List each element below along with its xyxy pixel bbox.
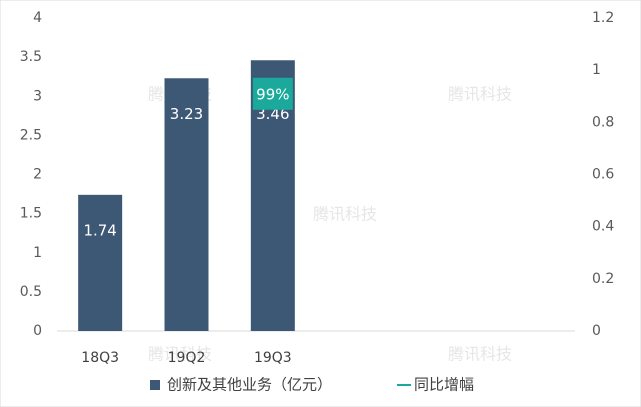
y2-tick-label: 0.2 bbox=[592, 271, 614, 287]
bar-value-label: 1.74 bbox=[83, 221, 116, 239]
bar-value-label: 3.23 bbox=[170, 105, 203, 123]
bar bbox=[164, 78, 209, 331]
y2-tick-label: 0.4 bbox=[592, 219, 614, 235]
x-tick-label: 19Q2 bbox=[168, 350, 206, 366]
bar bbox=[78, 194, 123, 331]
y-tick-label: 0 bbox=[33, 323, 42, 339]
y2-tick-label: 0.8 bbox=[592, 114, 614, 130]
y-tick-label: 2 bbox=[33, 167, 42, 183]
watermark: 腾讯科技 bbox=[148, 345, 212, 364]
y-tick-label: 1.5 bbox=[20, 206, 42, 222]
y-tick-label: 3 bbox=[33, 88, 42, 104]
y2-tick-label: 0.6 bbox=[592, 167, 614, 183]
y-tick-label: 4 bbox=[33, 10, 42, 26]
legend-label: 创新及其他业务（亿元） bbox=[167, 376, 332, 394]
y2-tick-label: 1 bbox=[592, 62, 601, 78]
legend-swatch bbox=[150, 380, 160, 390]
watermark: 腾讯科技 bbox=[313, 205, 377, 224]
y-tick-label: 3.5 bbox=[20, 49, 42, 65]
watermark: 腾讯科技 bbox=[448, 345, 512, 364]
y2-tick-label: 0 bbox=[592, 323, 601, 339]
watermark: 腾讯科技 bbox=[448, 85, 512, 104]
x-tick-label: 19Q3 bbox=[254, 350, 292, 366]
y2-tick-label: 1.2 bbox=[592, 10, 614, 26]
y-tick-label: 1 bbox=[33, 245, 42, 261]
y-tick-label: 0.5 bbox=[20, 284, 42, 300]
legend-label: 同比增幅 bbox=[414, 376, 474, 394]
y-tick-label: 2.5 bbox=[20, 127, 42, 143]
x-tick-label: 18Q3 bbox=[81, 350, 119, 366]
line-point-label-box bbox=[252, 77, 293, 110]
line-value-label: 99% bbox=[256, 85, 289, 103]
